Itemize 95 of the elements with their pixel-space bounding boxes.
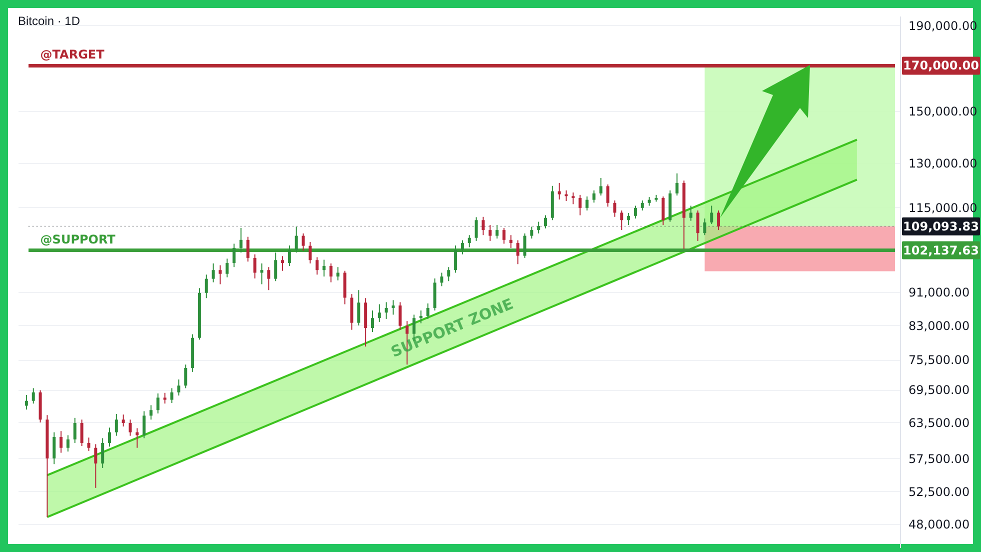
candlestick	[606, 184, 610, 208]
candlestick	[274, 252, 278, 282]
candlestick	[240, 228, 242, 254]
candlestick	[640, 200, 644, 211]
candlestick	[578, 194, 582, 216]
candlestick	[322, 259, 326, 278]
candlestick	[156, 392, 160, 414]
candlestick	[226, 258, 229, 278]
candlestick	[60, 430, 63, 454]
candlestick	[163, 392, 166, 404]
candlestick	[246, 236, 250, 262]
candlestick	[114, 413, 118, 436]
chart-title: Bitcoin · 1D	[18, 14, 80, 28]
y-tick-label: 83,000.00	[908, 318, 970, 333]
candlestick	[468, 234, 471, 248]
candlestick	[73, 417, 76, 444]
candlestick	[454, 244, 458, 274]
y-tick-label: 170,000.00	[903, 58, 979, 73]
candlestick	[80, 419, 84, 447]
candlestick	[634, 205, 637, 219]
candlestick	[613, 200, 616, 218]
candlestick	[544, 214, 548, 229]
candlestick	[703, 218, 706, 236]
candlestick	[592, 190, 596, 204]
candlestick	[482, 216, 485, 236]
candlestick	[558, 182, 561, 200]
candlestick	[627, 212, 630, 226]
y-tick-label: 63,500.00	[908, 416, 970, 430]
candlestick	[329, 262, 332, 283]
candlestick	[66, 434, 70, 452]
candlestick	[689, 205, 692, 222]
candlestick	[128, 419, 132, 436]
candlestick	[440, 272, 444, 287]
candlestick	[204, 274, 208, 299]
candlestick	[474, 216, 478, 242]
candlestick	[94, 444, 98, 488]
candlestick	[488, 224, 492, 242]
candlestick	[460, 240, 464, 255]
y-tick-label: 91,000.00	[908, 286, 970, 300]
candlestick	[336, 266, 340, 281]
candlestick	[370, 310, 374, 333]
candlestick	[316, 256, 319, 276]
candlestick	[572, 192, 575, 205]
candlestick	[302, 232, 305, 252]
candlestick	[308, 241, 312, 264]
candlestick	[384, 302, 388, 320]
candlestick	[294, 226, 298, 254]
candlestick	[108, 427, 112, 448]
candlestick	[620, 210, 624, 231]
y-tick-label: 57,500.00	[908, 452, 970, 466]
candlestick	[177, 378, 180, 396]
candlestick	[212, 262, 215, 283]
candlestick	[537, 221, 540, 234]
candlestick	[101, 438, 104, 468]
candlestick	[170, 388, 174, 404]
candlestick	[509, 234, 512, 248]
candlestick	[150, 404, 153, 420]
candlestick	[502, 228, 506, 244]
candlestick	[122, 414, 125, 427]
ref-line-label: @SUPPORT	[40, 232, 116, 246]
candlestick	[586, 196, 589, 211]
candlestick	[281, 256, 284, 272]
candlestick	[142, 410, 146, 439]
candlestick	[710, 205, 714, 225]
candlestick	[32, 388, 35, 404]
candlestick	[516, 240, 520, 265]
candlestick	[717, 210, 720, 231]
y-tick-label: 109,093.83	[903, 219, 979, 234]
candlestick	[184, 364, 188, 389]
y-tick-label: 48,000.00	[908, 517, 970, 532]
candlestick	[288, 244, 291, 266]
y-tick-label: 75,500.00	[908, 353, 970, 368]
candlestick	[496, 224, 499, 240]
candlestick	[523, 232, 526, 258]
ref-line-label: @TARGET	[40, 48, 106, 62]
candlestick	[599, 177, 602, 196]
candlestick	[357, 290, 360, 326]
candlestick	[447, 266, 450, 282]
candlestick	[530, 226, 534, 240]
candlestick	[253, 254, 256, 279]
candlestick	[260, 262, 264, 285]
candlestick	[392, 300, 395, 316]
candlestick	[87, 437, 90, 452]
candlestick	[696, 210, 700, 242]
candlestick	[232, 243, 236, 268]
candlestick	[378, 304, 381, 322]
y-tick-label: 52,500.00	[908, 484, 970, 499]
candlestick	[52, 432, 56, 465]
y-tick-label: 102,137.63	[903, 243, 979, 258]
candlestick	[24, 394, 28, 410]
candlestick	[218, 264, 222, 285]
candlestick	[267, 266, 270, 291]
y-tick-label: 69,500.00	[908, 383, 970, 398]
candlestick	[676, 172, 678, 196]
candlestick	[662, 196, 665, 226]
